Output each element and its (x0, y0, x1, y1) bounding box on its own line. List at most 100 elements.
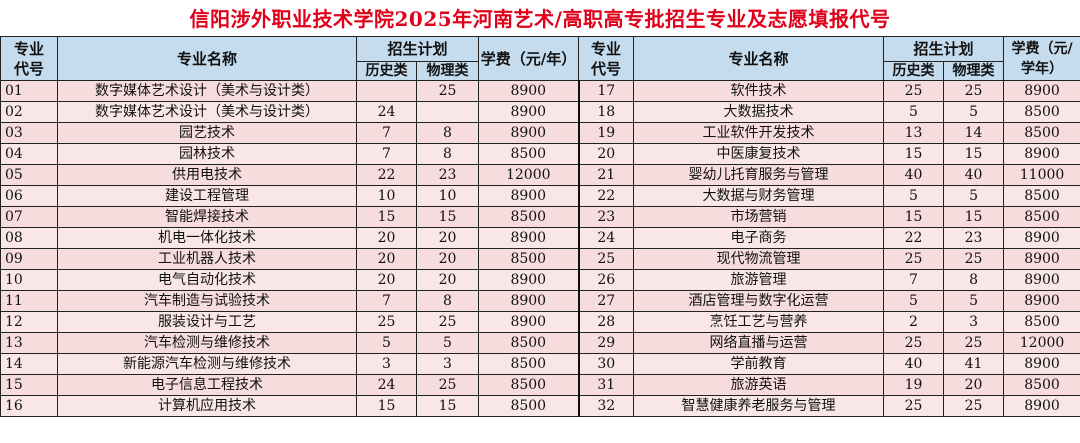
major-name: 电子商务 (633, 227, 885, 249)
table-row: 01 数字媒体艺术设计（美术与设计类） 25 8900 17 软件技术 25 25 8900 (0, 80, 1080, 102)
major-name: 新能源汽车检测与维修技术 (57, 353, 357, 375)
major-name: 现代物流管理 (633, 248, 885, 270)
major-code: 25 (577, 248, 635, 270)
major-code: 31 (577, 374, 635, 396)
tuition-fee: 8500 (1003, 374, 1080, 396)
tuition-fee: 8500 (478, 374, 580, 396)
major-code: 18 (577, 101, 635, 123)
history-quota: 25 (356, 311, 417, 333)
table-row: 08 机电一体化技术 20 20 8900 24 电子商务 22 23 8900 (0, 227, 1080, 249)
history-quota: 19 (883, 374, 945, 396)
physics-quota: 15 (415, 206, 480, 228)
history-quota: 20 (356, 269, 417, 291)
major-name: 旅游管理 (633, 269, 885, 291)
major-name: 烹饪工艺与营养 (633, 311, 885, 333)
major-name: 酒店管理与数字化运营 (633, 290, 885, 312)
major-code: 04 (0, 143, 58, 165)
table-row: 14 新能源汽车检测与维修技术 3 3 8500 30 学前教育 40 41 8900 (0, 353, 1080, 375)
major-code: 01 (0, 80, 58, 102)
history-quota: 7 (883, 269, 945, 291)
major-name: 供用电技术 (57, 164, 357, 186)
header-history-right: 历史类 (883, 61, 945, 81)
table-row: 13 汽车检测与维修技术 5 5 8500 29 网络直播与运营 25 25 12000 (0, 332, 1080, 354)
tuition-fee: 8900 (478, 290, 580, 312)
header-name-right: 专业名称 (633, 36, 885, 81)
major-name: 大数据与财务管理 (633, 185, 885, 207)
tuition-fee: 8900 (478, 269, 580, 291)
physics-quota: 15 (415, 395, 480, 417)
physics-quota: 25 (415, 80, 480, 102)
major-code: 02 (0, 101, 58, 123)
major-code: 17 (577, 80, 635, 102)
physics-quota: 15 (943, 206, 1005, 228)
tuition-fee: 8500 (478, 206, 580, 228)
major-name: 市场营销 (633, 206, 885, 228)
major-code: 10 (0, 269, 58, 291)
history-quota: 15 (356, 395, 417, 417)
major-name: 中医康复技术 (633, 143, 885, 165)
major-name: 婴幼儿托育服务与管理 (633, 164, 885, 186)
header-code-right: 专业代号 (578, 36, 635, 81)
table-row: 06 建设工程管理 10 10 8900 22 大数据与财务管理 5 5 8500 (0, 185, 1080, 207)
physics-quota: 5 (943, 185, 1005, 207)
major-code: 05 (0, 164, 58, 186)
tuition-fee: 11000 (1003, 164, 1080, 186)
history-quota: 40 (883, 353, 945, 375)
physics-quota: 5 (943, 290, 1005, 312)
physics-quota: 15 (943, 143, 1005, 165)
tuition-fee: 8500 (478, 332, 580, 354)
major-code: 23 (577, 206, 635, 228)
tuition-fee: 12000 (478, 164, 580, 186)
history-quota: 7 (356, 122, 417, 144)
history-quota: 5 (356, 332, 417, 354)
physics-quota: 20 (943, 374, 1005, 396)
tuition-fee: 8900 (1003, 353, 1080, 375)
admission-table: 专业代号 专业名称 招生计划 学费（元/年） 专业代号 专业名称 招生计划 学费… (0, 36, 1080, 417)
physics-quota: 8 (415, 122, 480, 144)
tuition-fee: 8500 (1003, 206, 1080, 228)
physics-quota: 5 (415, 332, 480, 354)
physics-quota: 8 (415, 143, 480, 165)
history-quota: 25 (883, 395, 945, 417)
history-quota: 5 (883, 290, 945, 312)
physics-quota: 8 (415, 290, 480, 312)
physics-quota (415, 101, 480, 123)
header-name-left: 专业名称 (57, 36, 357, 81)
physics-quota: 25 (943, 395, 1005, 417)
header-fee-left: 学费（元/年） (478, 36, 580, 81)
history-quota: 7 (356, 290, 417, 312)
physics-quota: 5 (943, 101, 1005, 123)
physics-quota: 40 (943, 164, 1005, 186)
table-row: 03 园艺技术 7 8 8900 19 工业软件开发技术 13 14 8500 (0, 122, 1080, 144)
major-name: 工业机器人技术 (57, 248, 357, 270)
table-row: 10 电气自动化技术 20 20 8900 26 旅游管理 7 8 8900 (0, 269, 1080, 291)
physics-quota: 23 (943, 227, 1005, 249)
tuition-fee: 8500 (1003, 122, 1080, 144)
major-code: 14 (0, 353, 58, 375)
history-quota: 25 (883, 248, 945, 270)
table-body: 01 数字媒体艺术设计（美术与设计类） 25 8900 17 软件技术 25 25 8900 02… (0, 80, 1080, 417)
major-code: 21 (577, 164, 635, 186)
major-code: 29 (577, 332, 635, 354)
physics-quota: 20 (415, 248, 480, 270)
physics-quota: 25 (415, 374, 480, 396)
major-name: 服装设计与工艺 (57, 311, 357, 333)
major-code: 13 (0, 332, 58, 354)
tuition-fee: 8900 (1003, 143, 1080, 165)
table-row: 05 供用电技术 22 23 12000 21 婴幼儿托育服务与管理 40 40 11000 (0, 164, 1080, 186)
major-code: 12 (0, 311, 58, 333)
tuition-fee: 8500 (478, 143, 580, 165)
major-code: 27 (577, 290, 635, 312)
tuition-fee: 8500 (478, 353, 580, 375)
major-name: 数字媒体艺术设计（美术与设计类） (57, 80, 357, 102)
major-code: 09 (0, 248, 58, 270)
major-code: 06 (0, 185, 58, 207)
physics-quota: 20 (415, 227, 480, 249)
history-quota: 22 (883, 227, 945, 249)
tuition-fee: 8900 (478, 101, 580, 123)
physics-quota: 25 (943, 332, 1005, 354)
history-quota: 5 (883, 185, 945, 207)
history-quota: 22 (356, 164, 417, 186)
major-code: 20 (577, 143, 635, 165)
